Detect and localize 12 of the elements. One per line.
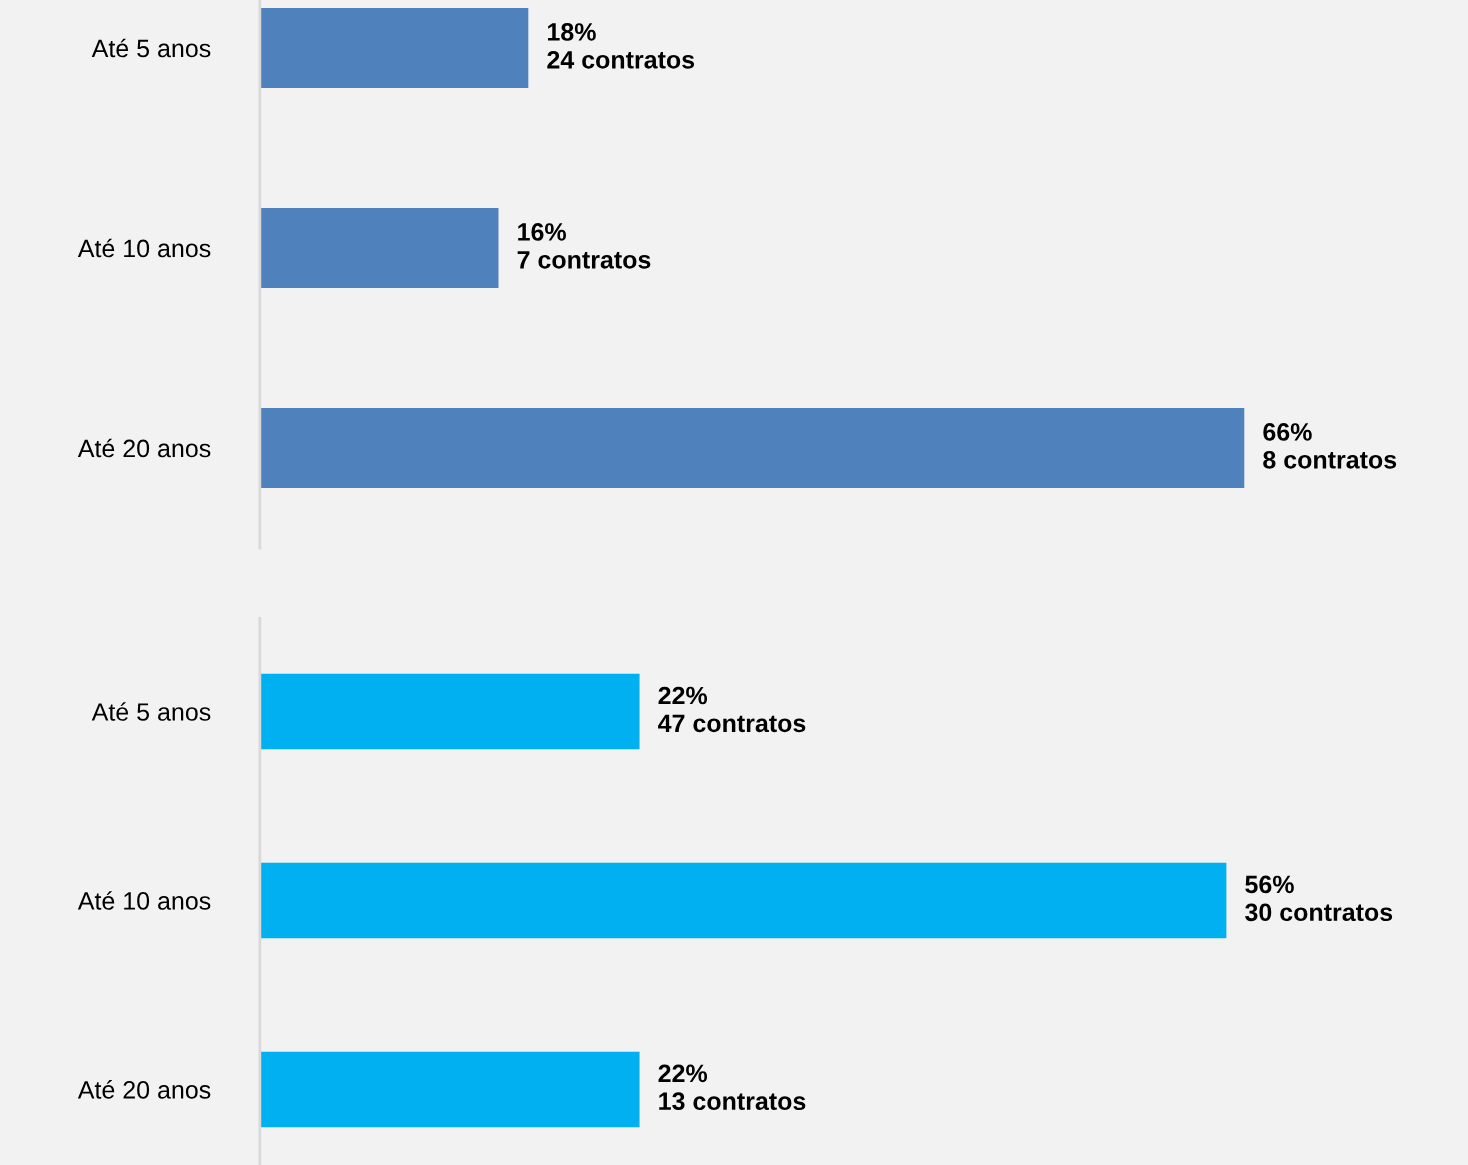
data-label: 22% 47 contratos [658,686,806,733]
data-label: 66% 8 contratos [1263,423,1397,469]
data-label: 18% 24 contratos [547,23,695,69]
data-label: 56% 30 contratos [1245,875,1393,922]
y-tick-label: Até 5 anos [91,38,211,58]
y-tick-label: Até 20 anos [77,438,211,458]
y-tick-label: Até 10 anos [77,238,211,258]
data-label: 22% 13 contratos [658,1064,806,1111]
y-tick-label: Até 5 anos [91,702,211,721]
data-label: 16% 7 contratos [517,223,651,269]
y-tick-label: Até 20 anos [77,1080,211,1099]
y-tick-label: Até 10 anos [77,891,211,910]
